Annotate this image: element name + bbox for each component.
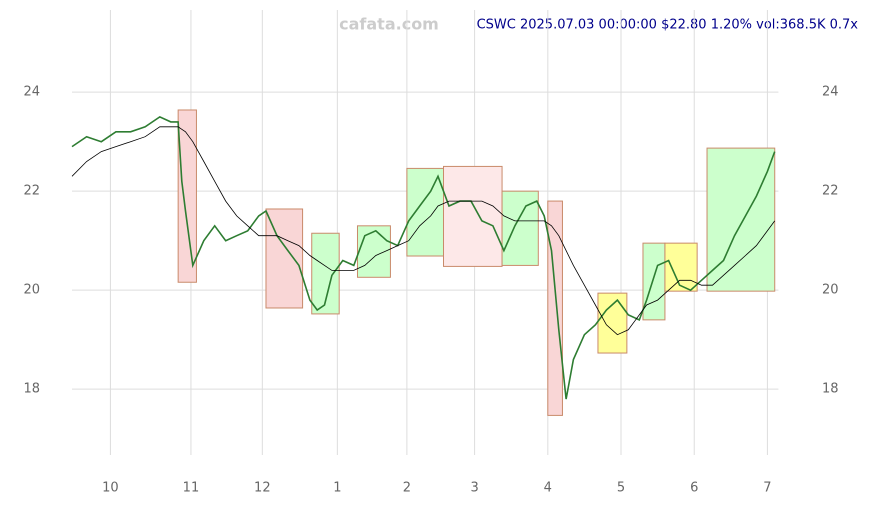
y-tick-label: 24 — [23, 85, 40, 100]
y-tick-label: 22 — [23, 184, 40, 199]
y-tick-label-right: 20 — [822, 283, 839, 298]
x-tick-label: 2 — [403, 481, 411, 496]
zone-box — [597, 292, 628, 354]
zone-box — [642, 242, 666, 321]
price-line — [71, 115, 776, 400]
x-tick-label: 1 — [333, 481, 341, 496]
y-tick-label-right: 18 — [822, 382, 839, 397]
x-tick-label: 3 — [470, 481, 478, 496]
average-line — [71, 126, 776, 336]
y-tick-label: 18 — [23, 382, 40, 397]
x-tick-label: 5 — [617, 481, 625, 496]
y-tick-label-right: 22 — [822, 184, 839, 199]
zone-box — [177, 109, 197, 283]
zone-box — [547, 200, 563, 416]
y-tick-label: 20 — [23, 283, 40, 298]
y-tick-label-right: 24 — [822, 85, 839, 100]
x-tick-label: 7 — [763, 481, 771, 496]
x-tick-label: 11 — [183, 481, 200, 496]
zone-box — [664, 242, 698, 292]
zone-box — [443, 165, 503, 267]
zone-box — [706, 147, 776, 292]
x-tick-label: 6 — [690, 481, 698, 496]
x-tick-label: 12 — [254, 481, 271, 496]
x-tick-label: 10 — [102, 481, 119, 496]
zone-box — [265, 208, 304, 309]
x-tick-label: 4 — [544, 481, 552, 496]
zone-box — [406, 167, 445, 257]
watermark: cafata.com — [339, 15, 439, 34]
chart-title: CSWC 2025.07.03 00:00:00 $22.80 1.20% vo… — [477, 18, 859, 33]
